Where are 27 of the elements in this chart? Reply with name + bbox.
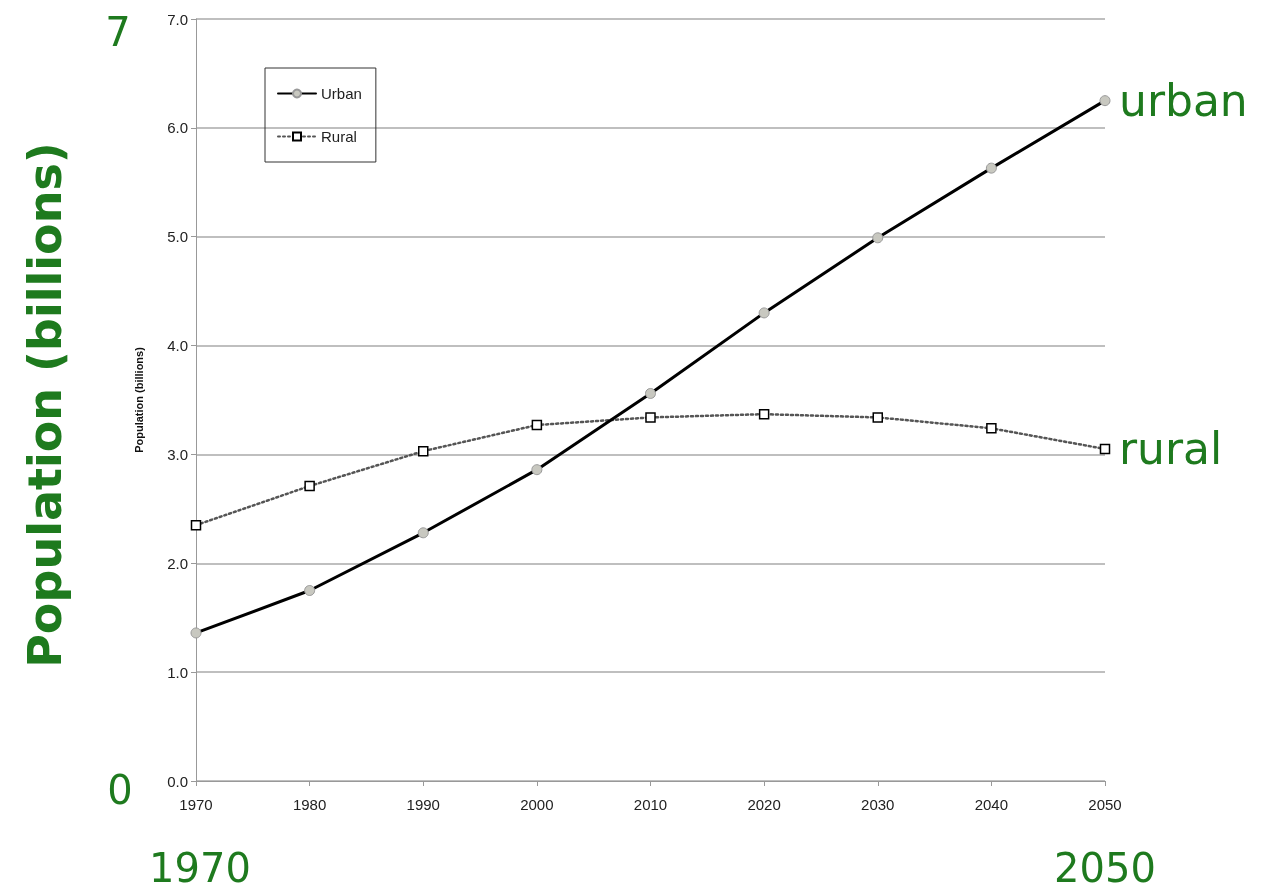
x-tick-label: 2020 — [747, 796, 781, 813]
y-tick-label: 4.0 — [167, 337, 188, 355]
y-tick-label: 5.0 — [167, 228, 188, 246]
x-tick-label: 2030 — [861, 796, 895, 813]
annotation: rural — [1119, 423, 1223, 475]
x-tick-label: 2000 — [520, 796, 554, 813]
text: 7 — [105, 9, 131, 55]
legend-label: Rural — [321, 128, 357, 145]
x-tick-label: 2050 — [1088, 796, 1122, 813]
y-tick-label: 1.0 — [167, 663, 188, 681]
y-tick-label: 0.0 — [167, 772, 188, 790]
text: 2050 — [1054, 845, 1156, 889]
text: Population (billions) — [18, 142, 72, 668]
x-tick-label: 2040 — [974, 796, 1009, 813]
y-tick-label: 3.0 — [167, 445, 188, 463]
x-tick-label: 1990 — [406, 796, 440, 813]
x-tick-label: 2010 — [633, 796, 668, 813]
annotation: urban — [1119, 75, 1248, 127]
x-tick-label: 1970 — [179, 796, 213, 813]
text: 1970 — [149, 845, 251, 889]
y-tick-label: 6.0 — [167, 119, 188, 137]
legend-label: Urban — [321, 85, 362, 102]
y-tick-label: 7.0 — [167, 10, 188, 28]
y-tick-label: 2.0 — [167, 554, 188, 572]
text: 0 — [107, 767, 133, 813]
y-axis-title: Population (billions) — [132, 346, 145, 453]
x-tick-label: 1980 — [292, 796, 327, 813]
